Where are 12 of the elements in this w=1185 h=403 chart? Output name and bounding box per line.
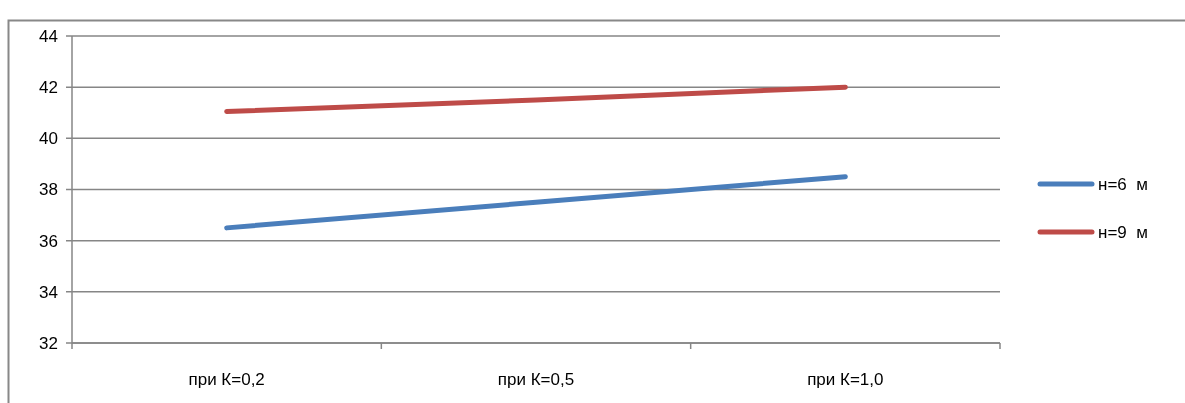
x-tick-label: при К=0,5 <box>497 370 575 389</box>
y-tick-label: 36 <box>39 231 58 251</box>
x-tick-label: при К=1,0 <box>807 370 884 389</box>
y-tick-label: 34 <box>39 282 58 302</box>
y-tick-label: 44 <box>39 26 58 46</box>
y-tick-label: 38 <box>39 180 58 200</box>
x-tick-label: при К=0,2 <box>188 370 265 389</box>
legend-label: н=6 м <box>1098 174 1148 194</box>
y-tick-label: 32 <box>39 333 58 353</box>
legend-label: н=9 м <box>1098 222 1148 242</box>
y-tick-label: 40 <box>39 129 58 149</box>
y-tick-label: 42 <box>39 78 58 98</box>
